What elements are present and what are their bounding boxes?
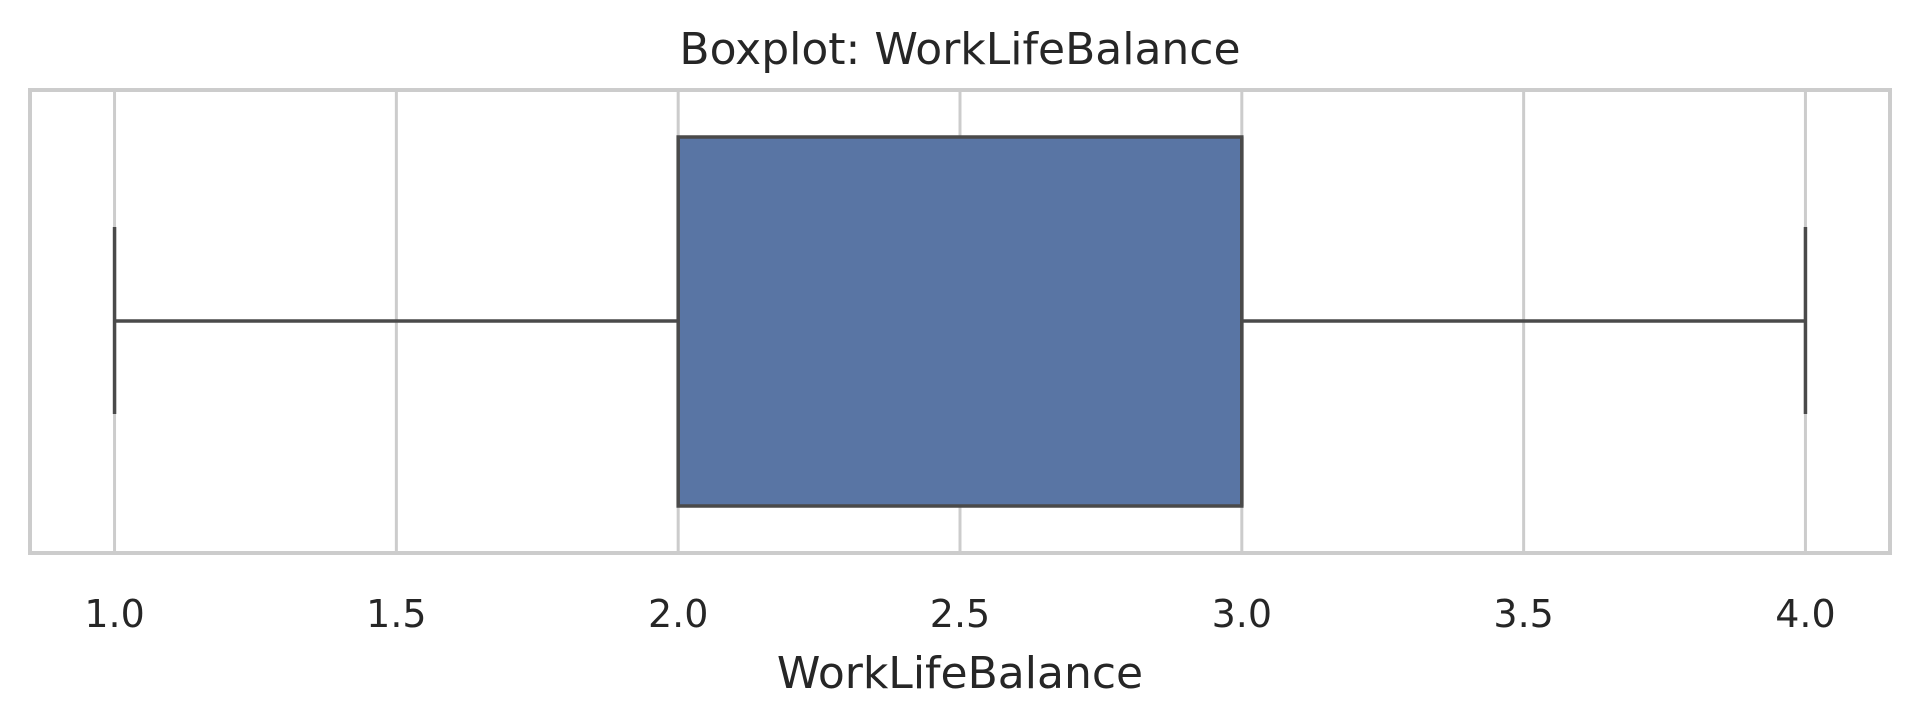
x-tick-labels: 1.0 1.5 2.0 2.5 3.0 3.5 4.0 — [84, 592, 1835, 636]
x-axis-label: WorkLifeBalance — [777, 648, 1143, 699]
x-tick-label: 4.0 — [1775, 592, 1835, 636]
x-tick-label: 3.5 — [1493, 592, 1553, 636]
x-tick-label: 2.5 — [930, 592, 990, 636]
plot-frame — [28, 88, 1892, 555]
box-group — [112, 135, 1808, 508]
x-tick-label: 3.0 — [1212, 592, 1272, 636]
x-tick-label: 1.5 — [366, 592, 426, 636]
x-tick-label: 1.0 — [84, 592, 144, 636]
chart-title: Boxplot: WorkLifeBalance — [679, 24, 1240, 75]
x-tick-label: 2.0 — [648, 592, 708, 636]
iqr-box — [676, 135, 1244, 508]
